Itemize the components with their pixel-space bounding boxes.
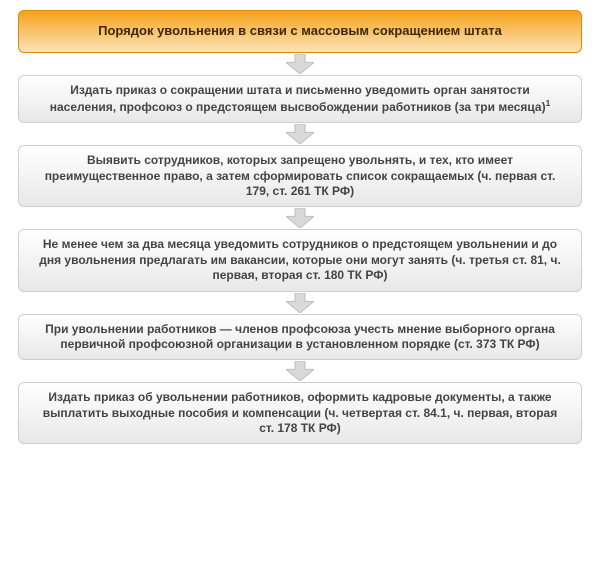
arrow-0 [286, 54, 314, 74]
arrow-3 [286, 293, 314, 313]
flow-step-2-text: Выявить сотрудников, которых запрещено у… [45, 153, 556, 198]
flowchart: Порядок увольнения в связи с массовым со… [18, 10, 582, 444]
arrow-2 [286, 208, 314, 228]
arrow-1 [286, 124, 314, 144]
down-arrow-icon [286, 361, 314, 381]
flow-step-3-text: Не менее чем за два месяца уведомить сот… [39, 237, 561, 282]
flow-step-1: Издать приказ о сокращении штата и письм… [18, 75, 582, 124]
flow-step-4-text: При увольнении работников — членов профс… [45, 322, 555, 351]
footnote-marker: 1 [546, 98, 551, 108]
down-arrow-icon [286, 54, 314, 74]
arrow-4 [286, 361, 314, 381]
down-arrow-icon [286, 293, 314, 313]
flow-step-2: Выявить сотрудников, которых запрещено у… [18, 145, 582, 207]
down-arrow-icon [286, 124, 314, 144]
flow-step-1-text: Издать приказ о сокращении штата и письм… [50, 83, 546, 114]
flow-step-4: При увольнении работников — членов профс… [18, 314, 582, 361]
flow-step-3: Не менее чем за два месяца уведомить сот… [18, 229, 582, 291]
down-arrow-icon [286, 208, 314, 228]
flow-title-text: Порядок увольнения в связи с массовым со… [98, 23, 502, 38]
flow-step-5-text: Издать приказ об увольнении работников, … [43, 390, 557, 435]
flow-title-box: Порядок увольнения в связи с массовым со… [18, 10, 582, 53]
flow-step-5: Издать приказ об увольнении работников, … [18, 382, 582, 444]
